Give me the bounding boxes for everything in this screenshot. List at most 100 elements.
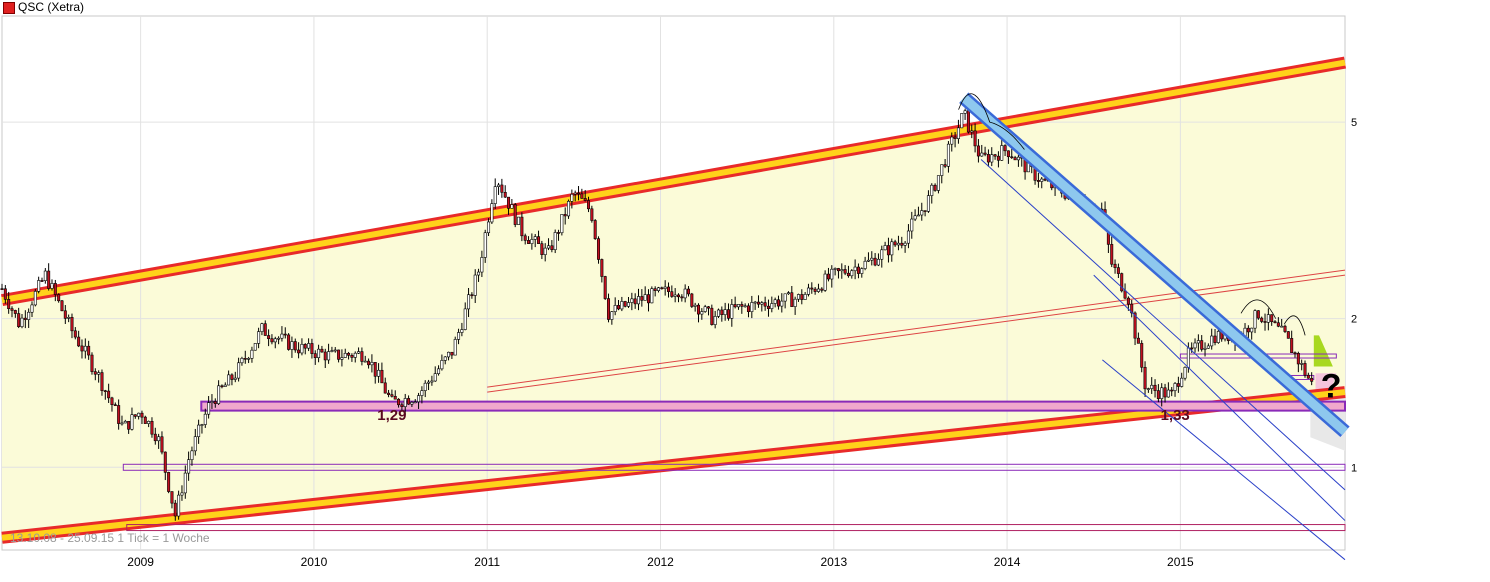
candle-body (703, 306, 707, 312)
candle-body (1006, 150, 1010, 158)
candle-body (233, 377, 237, 380)
candle-body (923, 210, 927, 212)
candle-body (573, 192, 577, 195)
chart-title: QSC (Xetra) (18, 0, 85, 14)
candle-body (277, 337, 281, 340)
candle-body (40, 280, 44, 282)
candle-body (800, 294, 804, 300)
candle-body (480, 257, 484, 273)
candle-body (1310, 377, 1314, 382)
candle-body (1153, 384, 1157, 391)
candle-body (500, 184, 504, 193)
candle-body (100, 372, 104, 391)
candle-body (23, 317, 27, 320)
candle-body (776, 299, 780, 307)
candle-body (257, 331, 261, 344)
candle-body (1193, 342, 1197, 349)
candle-body (746, 305, 750, 312)
candle-body (1003, 145, 1007, 152)
candle-body (657, 287, 661, 291)
candle-body (940, 164, 944, 176)
candle-body (1206, 345, 1210, 349)
candle-body (1190, 347, 1194, 350)
candle-body (720, 309, 724, 316)
candle-body (870, 257, 874, 261)
candle-body (13, 310, 17, 314)
candle-body (976, 145, 980, 157)
candle-body (463, 308, 467, 330)
candle-body (1176, 383, 1180, 387)
candle-body (97, 372, 101, 375)
candle-body (407, 398, 411, 405)
candle-body (67, 317, 71, 319)
candle-body (247, 358, 251, 360)
candle-body (477, 271, 481, 276)
candle-body (926, 195, 930, 212)
candle-body (773, 299, 777, 304)
candle-body (993, 154, 997, 157)
candle-body (627, 302, 631, 307)
candle-body (450, 351, 454, 356)
candle-body (633, 298, 637, 305)
candle-body (280, 333, 284, 339)
candle-body (223, 384, 227, 387)
candle-body (770, 303, 774, 309)
candle-body (710, 307, 714, 325)
candle-body (936, 175, 940, 191)
candle-body (323, 351, 327, 361)
candle-body (220, 385, 224, 388)
candle-body (673, 294, 677, 297)
candle-body (543, 247, 547, 255)
candle-body (943, 164, 947, 167)
candle-body (397, 398, 401, 406)
candle-body (863, 260, 867, 269)
candle-body (527, 240, 531, 244)
candle-body (826, 273, 830, 280)
candle-body (1246, 327, 1250, 333)
candle-body (83, 345, 87, 352)
candle-body (1173, 383, 1177, 391)
candle-body (7, 299, 11, 309)
candle-body (363, 360, 367, 363)
candle-body (1250, 327, 1254, 333)
candle-body (916, 214, 920, 217)
candle-body (520, 216, 524, 237)
candle-body (853, 266, 857, 272)
candle-body (460, 329, 464, 333)
candle-body (693, 304, 697, 307)
candle-body (50, 283, 54, 289)
downtrend-parallel-3 (1102, 359, 1346, 561)
x-tick-label: 2011 (474, 555, 500, 569)
candle-body (503, 192, 507, 198)
candle-body (896, 242, 900, 246)
candle-body (733, 304, 737, 308)
candle-body (1036, 180, 1040, 182)
candle-body (1213, 335, 1217, 343)
candle-body (1186, 347, 1190, 368)
candle-body (420, 390, 424, 396)
candle-body (1256, 310, 1260, 319)
candle-body (80, 345, 84, 352)
candle-body (647, 294, 651, 304)
candle-body (497, 184, 501, 187)
candle-body (33, 291, 37, 306)
candle-body (187, 459, 191, 474)
candle-body (160, 436, 164, 453)
downtrend-parallel-2 (1093, 274, 1346, 521)
candle-body (183, 472, 187, 494)
candle-body (367, 360, 371, 366)
swing-arc-2 (1240, 299, 1277, 319)
candle-body (753, 301, 757, 304)
candle-body (530, 239, 534, 244)
candle-body (173, 502, 177, 517)
candle-body (716, 309, 720, 317)
candle-body (237, 362, 241, 379)
candle-body (490, 203, 494, 223)
candle-body (613, 305, 617, 313)
candle-body (883, 245, 887, 251)
low-annotation: 1,33 (1161, 407, 1190, 424)
candle-body (580, 193, 584, 199)
candle-body (413, 401, 417, 404)
candle-body (1196, 340, 1200, 344)
candle-body (637, 296, 641, 305)
